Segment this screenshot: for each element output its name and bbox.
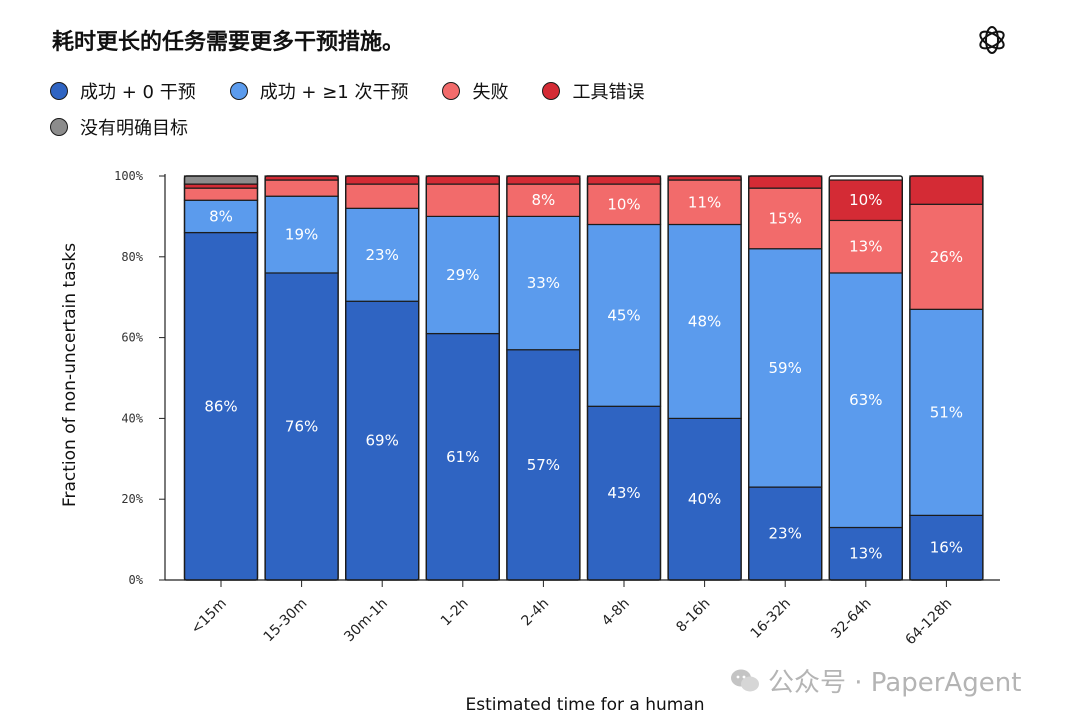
x-tick-label: 2-4h: [518, 596, 552, 630]
bar-segment: [506, 175, 581, 185]
bar-segment: [667, 223, 742, 419]
data-label: 11%: [688, 193, 721, 211]
x-tick-label: 4-8h: [599, 596, 633, 630]
x-tick-label: 1-2h: [438, 596, 472, 630]
x-tick-label: 32-64h: [828, 596, 874, 642]
x-tick-label: 30m-1h: [341, 596, 391, 646]
bar-segment: [264, 179, 339, 197]
watermark-text: 公众号 · PaperAgent: [768, 668, 1022, 698]
data-label: 15%: [769, 209, 802, 227]
y-tick-label: 20%: [121, 492, 143, 506]
bar-segment: [586, 223, 662, 407]
legend-row: 没有明确目标: [50, 114, 750, 140]
bar-segment: [264, 272, 339, 581]
legend-swatch: [50, 82, 68, 100]
bar-segment: [345, 175, 420, 185]
y-tick-label: 0%: [129, 573, 144, 587]
bar-segment: [183, 231, 259, 581]
data-label: 16%: [930, 539, 963, 557]
legend-item: 成功 + 0 干预: [50, 78, 196, 104]
legend-swatch: [542, 82, 561, 100]
data-label: 76%: [285, 417, 318, 435]
bar-segment: [183, 187, 259, 201]
legend-item: 工具错误: [542, 78, 644, 104]
legend-label: 失败: [472, 82, 509, 103]
data-label: 33%: [527, 274, 560, 292]
y-tick-label: 80%: [121, 250, 143, 264]
legend-item: 没有明确目标: [50, 114, 188, 140]
data-label: 40%: [688, 490, 721, 508]
watermark: 公众号 · PaperAgent: [730, 662, 1021, 699]
legend-item: 失败: [442, 78, 508, 104]
data-label: 26%: [930, 248, 963, 266]
data-label: 69%: [366, 432, 399, 450]
legend-item: 成功 + ≥1 次干预: [229, 78, 409, 104]
legend-swatch: [229, 82, 248, 100]
legend: 成功 + 0 干预 成功 + ≥1 次干预 失败 工具错误 没有明确目标: [50, 78, 750, 150]
data-label: 51%: [930, 403, 963, 421]
data-label: 13%: [849, 545, 882, 563]
bar-segment: [909, 175, 984, 205]
bar-segment: [828, 219, 903, 274]
x-tick-label: 64-128h: [903, 596, 956, 649]
chart-title: 耗时更长的任务需要更多干预措施。: [52, 30, 405, 55]
bar-segment: [345, 300, 420, 581]
bar-segment: [667, 417, 742, 581]
bar-segment: [345, 183, 420, 209]
x-tick-label: <15m: [188, 596, 230, 638]
legend-label: 工具错误: [572, 82, 645, 103]
data-label: 23%: [769, 525, 802, 543]
legend-row: 成功 + 0 干预 成功 + ≥1 次干预 失败 工具错误: [50, 78, 750, 104]
data-label: 48%: [688, 312, 721, 330]
data-label: 13%: [849, 238, 882, 256]
bar-segment: [425, 175, 500, 185]
data-label: 29%: [446, 266, 479, 284]
legend-label: 成功 + ≥1 次干预: [259, 82, 409, 103]
x-tick-label: 15-30m: [261, 596, 311, 646]
bar-segment: [183, 199, 259, 234]
x-tick-label: 16-32h: [748, 596, 794, 642]
y-tick-label: 100%: [114, 169, 144, 183]
data-label: 8%: [532, 191, 556, 209]
bar-segment: [183, 175, 259, 185]
data-label: 86%: [204, 397, 237, 415]
bar-segment: [425, 183, 500, 218]
y-axis-title: Fraction of non-uncertain tasks: [60, 243, 80, 507]
bar-segment: [586, 175, 662, 185]
bar-segment: [425, 215, 500, 335]
data-label: 10%: [849, 191, 882, 209]
legend-swatch: [442, 82, 461, 100]
legend-label: 没有明确目标: [80, 118, 188, 139]
x-tick-label: 8-16h: [673, 596, 713, 636]
bar-segment: [828, 272, 903, 529]
y-tick-label: 40%: [121, 411, 143, 425]
data-label: 45%: [607, 306, 640, 324]
data-label: 61%: [446, 448, 479, 466]
bar-segment: [748, 486, 823, 581]
bar-segment: [748, 175, 823, 189]
data-label: 8%: [209, 207, 233, 225]
bar-segment: [909, 203, 984, 310]
y-tick-label: 60%: [121, 331, 143, 345]
data-label: 23%: [366, 246, 399, 264]
data-label: 63%: [849, 391, 882, 409]
bar-segment: [183, 183, 259, 189]
bar-segment: [264, 195, 339, 274]
data-label: 19%: [285, 226, 318, 244]
bar-segment: [828, 526, 903, 581]
data-label: 59%: [769, 359, 802, 377]
legend-swatch: [50, 118, 68, 136]
x-axis-title: Estimated time for a human: [466, 695, 705, 715]
legend-label: 成功 + 0 干预: [80, 82, 196, 103]
bar-segment: [748, 248, 823, 488]
openai-logo-icon: [979, 26, 1005, 54]
wechat-icon: [731, 669, 759, 691]
data-label: 43%: [607, 484, 640, 502]
data-label: 57%: [527, 456, 560, 474]
data-label: 10%: [607, 195, 640, 213]
